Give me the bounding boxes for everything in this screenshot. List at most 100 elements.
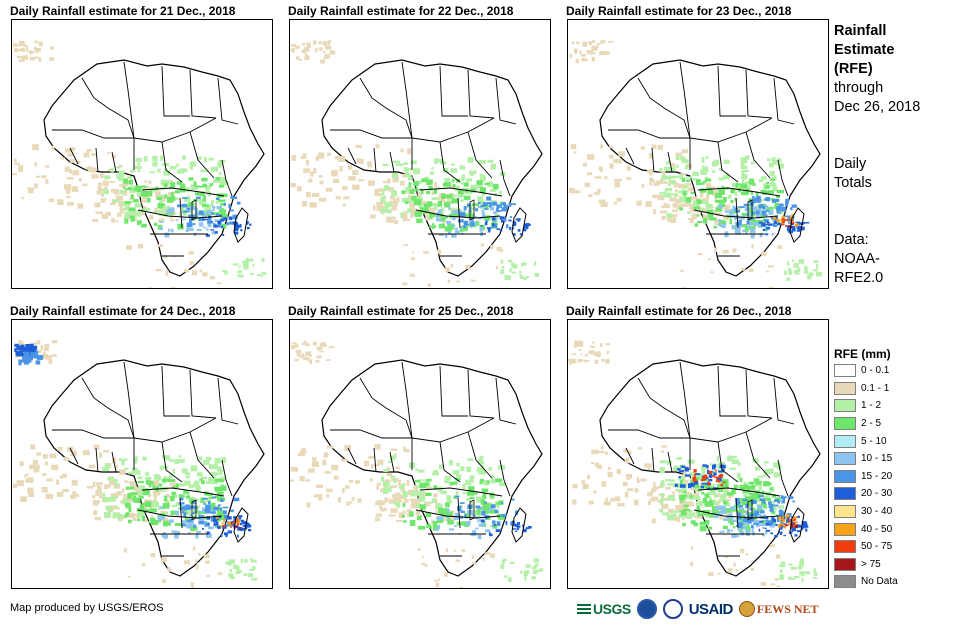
rainfall-cell (221, 223, 227, 229)
rainfall-cell (182, 155, 186, 160)
rainfall-cell (758, 221, 764, 224)
rainfall-cell (684, 496, 690, 500)
map-frame (11, 19, 273, 289)
rainfall-cell (33, 355, 41, 359)
rainfall-cell (592, 351, 597, 354)
rainfall-cell (407, 195, 413, 200)
rainfall-cell (129, 215, 136, 218)
rainfall-cell (121, 488, 125, 493)
rainfall-cell (170, 166, 177, 170)
rainfall-cell (418, 203, 423, 209)
rainfall-cell (224, 514, 228, 518)
legend-label: > 75 (861, 558, 881, 570)
rainfall-cell (511, 498, 515, 501)
rainfall-cell (791, 214, 794, 216)
rainfall-cell (695, 501, 703, 507)
rainfall-cell (571, 499, 577, 505)
rainfall-cell (94, 202, 101, 208)
rainfall-cell (608, 146, 614, 149)
rainfall-cell (722, 197, 727, 202)
rainfall-cell (112, 507, 120, 510)
rainfall-cell (376, 485, 379, 490)
country-border (401, 61, 413, 139)
rainfall-cell (190, 210, 193, 217)
rainfall-cell (248, 258, 254, 262)
rainfall-cell (91, 173, 99, 179)
rainfall-cell (248, 524, 252, 528)
rainfall-cell (230, 522, 233, 525)
rainfall-cell (20, 344, 25, 348)
rainfall-cell (326, 445, 333, 449)
rainfall-cell (533, 564, 537, 568)
rainfall-cell (109, 180, 115, 184)
map-frame (289, 19, 551, 289)
rainfall-cell (735, 231, 741, 235)
rainfall-cell (110, 202, 116, 206)
rainfall-cell (647, 467, 652, 470)
rainfall-cell (306, 159, 309, 166)
rainfall-cell (113, 189, 120, 195)
rainfall-cell (128, 507, 132, 513)
rainfall-cell (230, 526, 232, 528)
rainfall-cell (681, 177, 686, 182)
rainfall-cell (646, 169, 654, 173)
rainfall-cell (750, 516, 754, 522)
rainfall-cell (745, 553, 749, 556)
rainfall-cell (200, 511, 206, 514)
country-border (419, 187, 503, 197)
rainfall-cell (238, 274, 244, 278)
rainfall-cell (306, 55, 310, 61)
rainfall-cell (220, 202, 225, 206)
rainfall-cell (626, 474, 633, 479)
rainfall-cell (594, 46, 598, 51)
rainfall-cell (687, 211, 690, 214)
info-heading-line: (RFE) (834, 61, 873, 77)
rainfall-cell (148, 483, 152, 488)
lake-outline (191, 199, 197, 221)
rainfall-cell (740, 514, 746, 518)
rainfall-cell (683, 490, 687, 493)
rainfall-cell (217, 495, 221, 502)
rainfall-cell (696, 210, 701, 213)
rainfall-cell (493, 524, 496, 527)
legend-row: 10 - 15 (834, 450, 964, 468)
rainfall-cell (400, 487, 406, 492)
rainfall-cell (626, 177, 632, 180)
rainfall-cell (317, 494, 323, 497)
country-border (697, 487, 781, 497)
rainfall-cell (648, 491, 654, 495)
rainfall-cell (236, 523, 240, 526)
rainfall-cell (425, 180, 428, 185)
rainfall-cell (238, 515, 243, 518)
rainfall-cell (450, 168, 457, 173)
rainfall-cell (600, 40, 606, 44)
rainfall-cell (48, 359, 53, 364)
rainfall-cell (600, 51, 606, 55)
country-border (111, 151, 117, 173)
rainfall-cell (572, 484, 578, 489)
rainfall-cell (726, 516, 730, 521)
rainfall-cell (512, 264, 518, 269)
rainfall-cell (742, 224, 748, 228)
rainfall-cell (227, 561, 232, 566)
rainfall-cell (790, 527, 792, 529)
rainfall-cell (153, 495, 157, 501)
rainfall-cell (789, 518, 792, 521)
rainfall-cell (479, 224, 485, 231)
rainfall-cell (743, 481, 747, 487)
rainfall-cell (477, 507, 484, 510)
rainfall-cell (661, 175, 666, 181)
rainfall-cell (707, 526, 713, 530)
rainfall-cell (495, 265, 499, 270)
rainfall-cell (177, 204, 182, 208)
rainfall-cell (136, 192, 142, 197)
rainfall-cell (758, 495, 765, 497)
rainfall-cell (816, 272, 822, 277)
rainfall-cell (407, 176, 413, 181)
rainfall-cell (18, 359, 22, 366)
rainfall-cell (792, 222, 795, 224)
rainfall-cell (491, 474, 495, 478)
rainfall-cell (701, 208, 705, 213)
rainfall-cell (124, 480, 128, 483)
rainfall-cell (402, 520, 407, 523)
